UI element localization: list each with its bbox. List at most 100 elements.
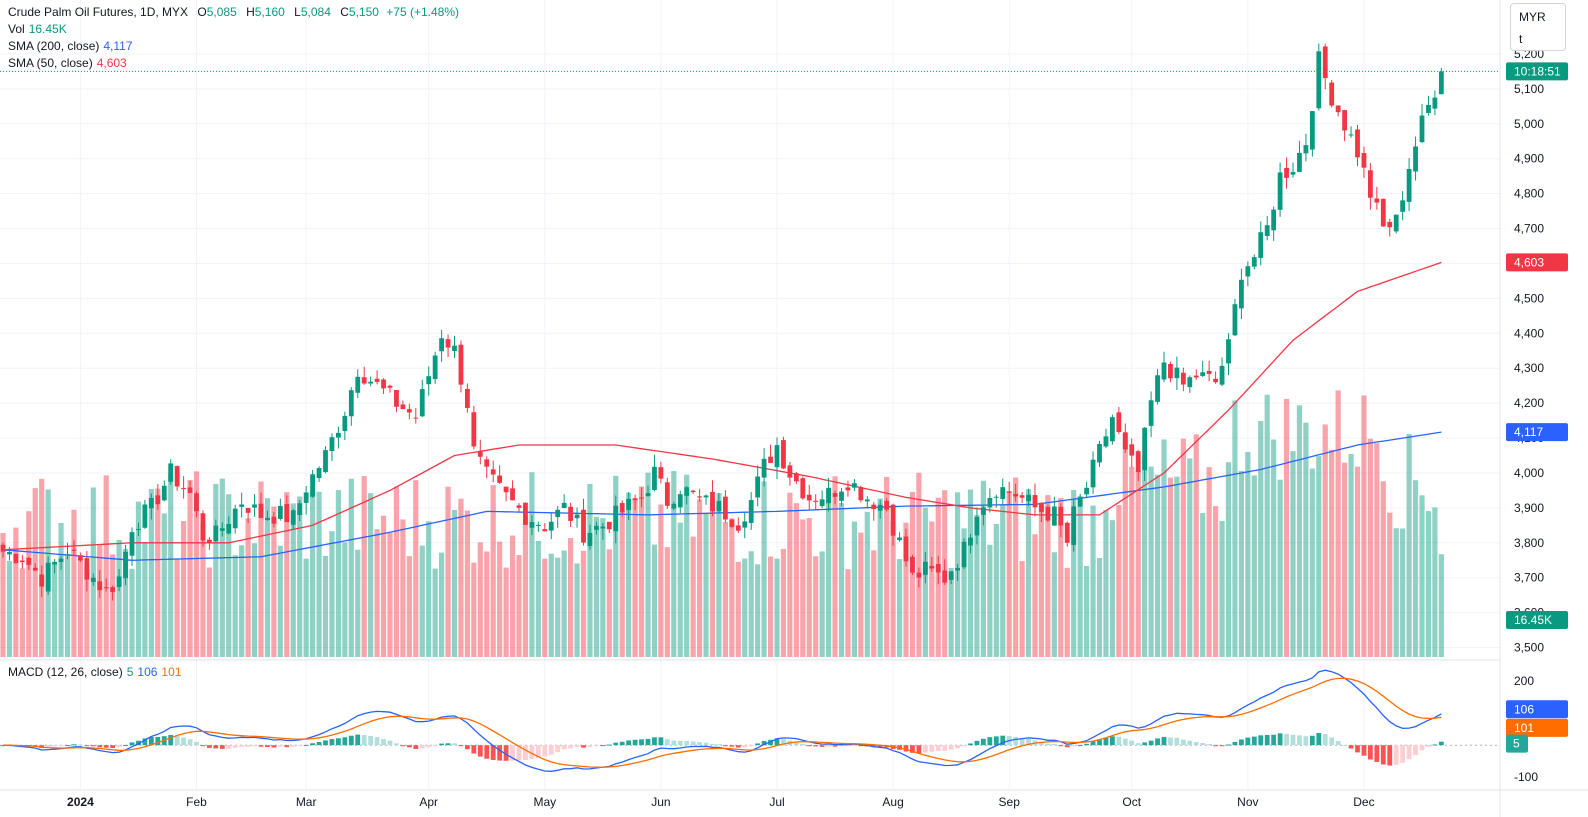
volume-bar [504,568,509,657]
sma50-line [3,262,1441,549]
macd-hist-bar [394,743,399,745]
macd-hist-bar [1278,733,1283,745]
volume-bar [1181,439,1186,657]
macd-hist-bar [317,742,322,745]
macd-hist-bar [542,745,547,756]
macd-hist-bar [820,745,825,747]
macd-hist-bar [987,737,992,745]
volume-bar [568,538,573,657]
volume-bar [1149,467,1154,657]
macd-hist-bar [375,737,380,745]
candle-body [575,515,580,519]
volume-bar [78,559,83,657]
open-key: O [197,5,206,19]
candle-body [536,525,541,526]
candle-body [1175,368,1180,379]
volume-bar [1258,421,1263,657]
volume-bar [1232,400,1237,657]
volume-bar [594,517,599,657]
candle-body [917,573,922,578]
time-tick-label: Dec [1353,795,1374,809]
macd-hist-bar [1187,741,1192,745]
macd-hist-bar [671,741,676,746]
candle-body [807,495,812,501]
volume-bar [1084,566,1089,657]
volume-bar [117,540,122,657]
macd-hist-bar [265,745,270,747]
candle-body [323,450,328,472]
candle-body [1336,105,1341,112]
candle-body [813,501,818,502]
volume-bar [529,472,534,657]
sma50-badge: 4,603 [1514,255,1544,269]
sma50-row[interactable]: SMA (50, close) 4,603 [8,55,459,72]
macd-hist-bar [1362,745,1367,755]
macd-hist-bar [1239,739,1244,745]
candle-body [626,499,631,510]
candle-body [1097,444,1102,463]
volume-bar [1413,480,1418,657]
candle-body [84,558,89,579]
volume-bar [987,545,992,657]
last-price-badge: 10:18:51 [1514,64,1561,78]
volume-bar [1226,462,1231,657]
volume-row[interactable]: Vol 16.45K [8,21,459,38]
macd-hist-bar [852,745,857,746]
macd-hist-bar [123,745,128,746]
macd-hist-bar [562,745,567,749]
volume-bar [697,499,702,657]
candle-body [1039,503,1044,512]
candle-body [33,568,38,571]
candle-body [929,566,934,569]
macd-hist-bar [555,745,560,752]
macd-hist-bar [755,743,760,745]
candle-body [852,483,857,487]
macd-hist-bar [117,745,122,747]
symbol-title[interactable]: Crude Palm Oil Futures, 1D, MYX [8,5,188,19]
macd-label: MACD (12, 26, close) [8,665,123,679]
volume-bar [1239,471,1244,657]
volume-bar [633,499,638,657]
volume-bar [7,561,12,657]
macd-hist-bar [1071,745,1076,746]
volume-bar [1052,552,1057,657]
macd-hist-bar [1155,738,1160,745]
candle-body [52,562,57,565]
candle-body [949,571,954,580]
candle-body [768,457,773,463]
macd-hist-bar [168,735,173,745]
macd-hist-bar [975,741,980,745]
volume-bar [381,516,386,657]
macd-hist-bar [620,742,625,745]
price-tick-label: 3,800 [1514,536,1544,550]
volume-bar [820,551,825,657]
volume-bar [1032,534,1037,657]
candle-body [704,495,709,497]
candle-body [1142,428,1147,470]
candle-body [213,526,218,541]
macd-hist-bar [1368,745,1373,759]
volume-bar [452,510,457,657]
macd-hist-bar [813,745,818,746]
candle-body [981,507,986,514]
macd-hist-bar [710,744,715,745]
volume-bar [749,551,754,657]
macd-hist-bar [523,745,528,760]
sma200-row[interactable]: SMA (200, close) 4,117 [8,38,459,55]
macd-hist-bar [213,745,218,748]
candle-body [226,524,231,533]
volume-bar [968,490,973,657]
macd-hist-bar [413,745,418,749]
macd-hist-bar [1065,745,1070,747]
volume-bar [736,562,741,657]
candle-body [162,486,167,501]
macd-hist-bar [826,745,831,746]
candle-body [297,503,302,515]
candle-body [781,440,786,468]
macd-legend[interactable]: MACD (12, 26, close) 5 106 101 [8,665,181,679]
macd-hist-bar [1149,741,1154,746]
macd-hist-bar [426,745,431,747]
volume-bar [620,511,625,657]
currency-unit-selector[interactable]: MYR t [1510,3,1566,51]
